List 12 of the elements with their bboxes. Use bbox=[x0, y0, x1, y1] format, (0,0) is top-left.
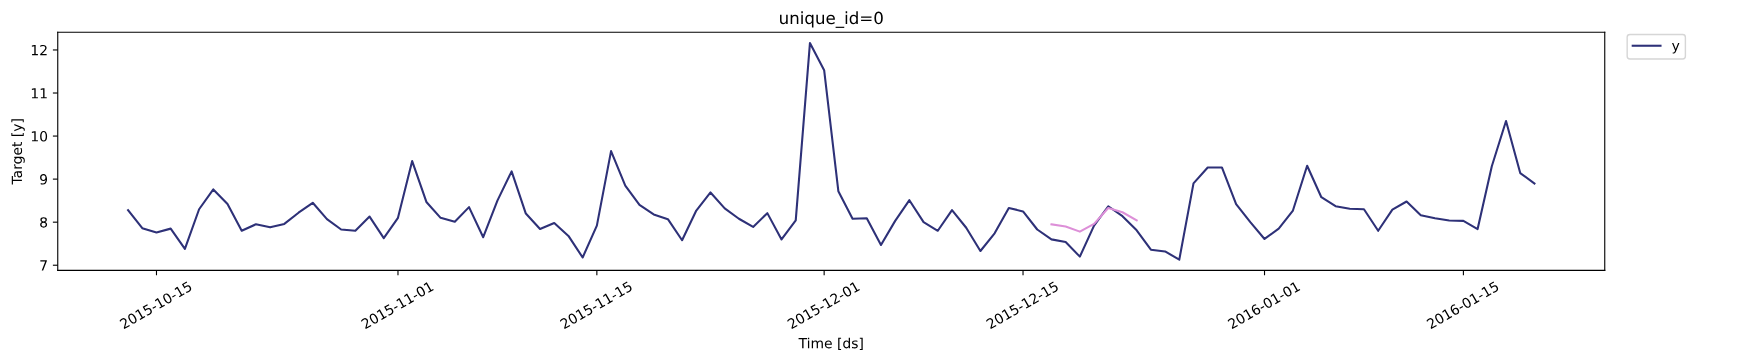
y-tick-label: 7 bbox=[40, 260, 47, 271]
y-tick-label: 11 bbox=[31, 88, 47, 99]
legend-label: y bbox=[1672, 43, 1680, 54]
y-tick-label: 12 bbox=[31, 44, 47, 56]
y-tick-label: 9 bbox=[40, 174, 48, 185]
y-axis-title: Target [y] bbox=[11, 119, 25, 185]
line-series bbox=[127, 42, 1536, 261]
y-tick-label: 8 bbox=[40, 217, 48, 228]
x-axis-title: Time [ds] bbox=[798, 337, 863, 351]
chart-title: unique_id=0 bbox=[780, 11, 883, 28]
y-tick-label: 10 bbox=[31, 131, 48, 142]
line-series bbox=[1050, 206, 1138, 233]
